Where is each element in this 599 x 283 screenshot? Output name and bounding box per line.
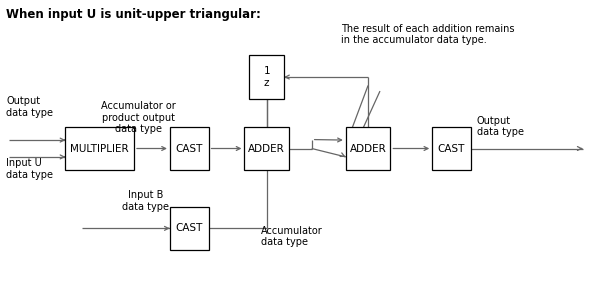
Bar bbox=[249, 55, 284, 99]
Bar bbox=[170, 127, 208, 170]
Text: Input U
data type: Input U data type bbox=[6, 158, 53, 180]
Text: Accumulator or
product output
data type: Accumulator or product output data type bbox=[101, 101, 176, 134]
Bar bbox=[346, 127, 391, 170]
Bar bbox=[65, 127, 134, 170]
Text: Output
data type: Output data type bbox=[477, 116, 524, 137]
Text: Input B
data type: Input B data type bbox=[122, 190, 170, 212]
Text: CAST: CAST bbox=[438, 143, 465, 153]
Text: ADDER: ADDER bbox=[249, 143, 285, 153]
Text: The result of each addition remains
in the accumulator data type.: The result of each addition remains in t… bbox=[341, 24, 515, 45]
Text: MULTIPLIER: MULTIPLIER bbox=[71, 143, 129, 153]
Text: CAST: CAST bbox=[176, 223, 203, 233]
Text: ADDER: ADDER bbox=[350, 143, 386, 153]
Bar bbox=[244, 127, 289, 170]
Text: CAST: CAST bbox=[176, 143, 203, 153]
Text: When input U is unit-upper triangular:: When input U is unit-upper triangular: bbox=[6, 8, 261, 22]
Text: Accumulator
data type: Accumulator data type bbox=[261, 226, 322, 247]
Text: 1
z: 1 z bbox=[264, 66, 270, 88]
Bar bbox=[432, 127, 471, 170]
Text: Output
data type: Output data type bbox=[6, 96, 53, 118]
Bar bbox=[170, 207, 208, 250]
